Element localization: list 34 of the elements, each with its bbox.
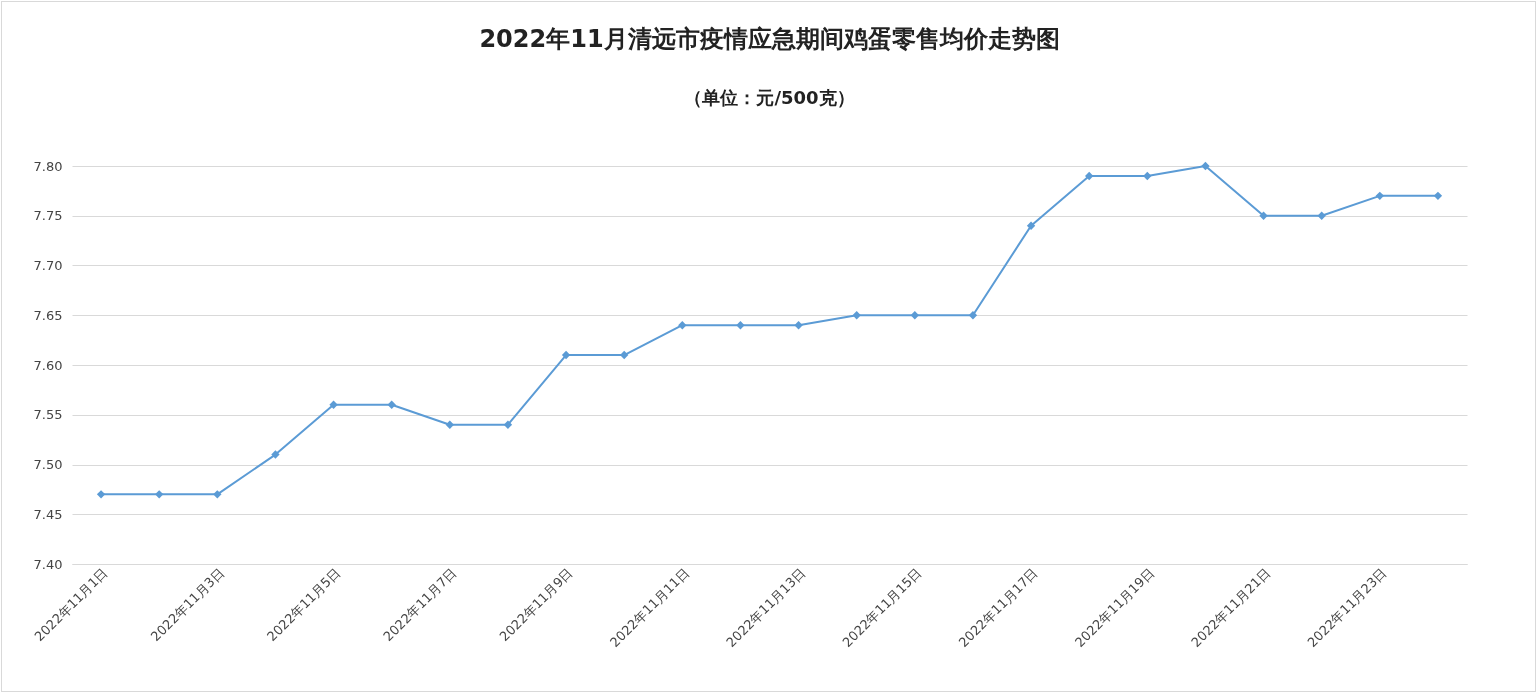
point [678,321,687,330]
point [1143,171,1152,181]
point [1317,211,1326,220]
y-tick-label: 7.40 [33,556,63,572]
y-tick-label: 7.55 [33,407,63,423]
y-tick-label: 7.45 [33,506,63,522]
point [1259,211,1268,220]
point [1201,161,1210,171]
point [1433,191,1443,201]
chart-subtitle: （单位：元/500克） [684,87,855,108]
point [910,311,919,320]
point [1375,191,1384,201]
y-tick-label: 7.70 [33,258,63,273]
point [1026,221,1036,230]
point [213,490,222,499]
point [968,311,978,320]
point [1085,171,1094,181]
chart-title: 2022年11月清远市疫情应急期间鸡蛋零售均价走势图 [479,25,1060,53]
point [155,490,164,499]
y-tick-label: 7.75 [33,208,63,224]
y-tick-label: 7.65 [33,307,63,323]
y-tick-label: 7.80 [33,158,63,174]
y-tick-label: 7.50 [33,457,63,472]
point [329,400,338,409]
y-tick-label: 7.60 [33,357,63,373]
point [794,321,803,330]
point [503,420,513,429]
point [620,350,629,360]
point [736,321,745,330]
point [445,420,454,429]
point [271,450,280,459]
point [96,490,106,499]
point [387,400,396,409]
point [852,311,861,320]
